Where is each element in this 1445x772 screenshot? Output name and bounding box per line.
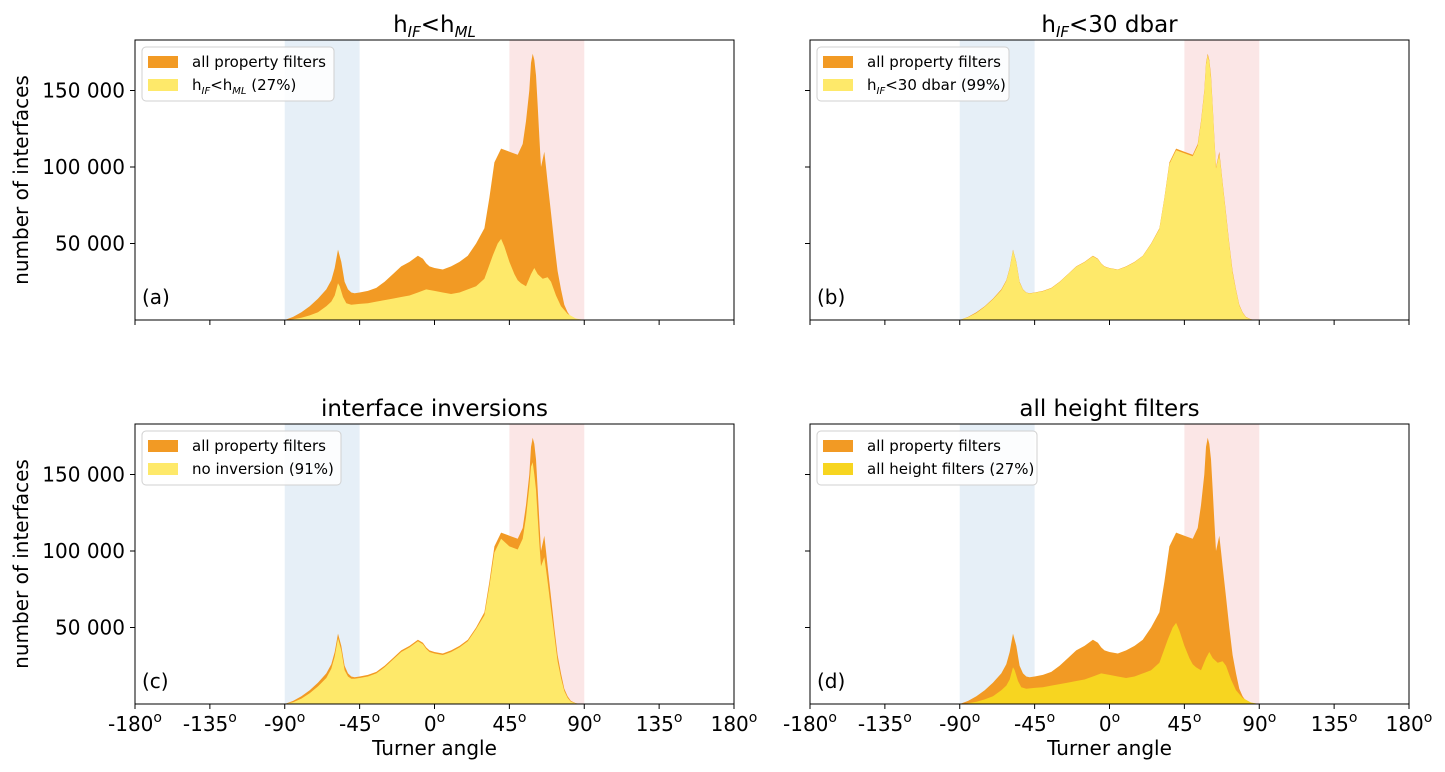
legend-label: all property filters xyxy=(192,53,326,71)
legend-label: all property filters xyxy=(867,437,1001,455)
x-tick-label: -180o xyxy=(108,710,162,736)
y-tick-label: 150 000 xyxy=(42,462,125,486)
panel-b: hIF<30 dbar (b) all property filters hIF<30… xyxy=(805,12,1410,325)
panel-title: interface inversions xyxy=(321,396,548,422)
y-tick-label: 100 000 xyxy=(42,539,125,563)
series-all-property-filters xyxy=(959,437,1260,704)
panel-letter: (c) xyxy=(142,669,169,693)
series-subset xyxy=(959,622,1260,704)
legend-label: no inversion (91%) xyxy=(192,460,334,478)
x-tick-label: -90o xyxy=(939,710,980,736)
panel-title: hIF<hML xyxy=(393,12,476,41)
panel-a: 50 000 100 000 150 000 hIF<hML (a) number of … xyxy=(9,12,735,325)
x-tick-label: -45o xyxy=(339,710,380,736)
series-subset xyxy=(959,55,1260,321)
x-tick-label: 0o xyxy=(424,710,445,736)
x-tick-label: 0o xyxy=(1099,710,1120,736)
panel-title: hIF<30 dbar xyxy=(1041,12,1178,41)
x-tick-label: 45o xyxy=(492,710,526,736)
y-tick-label: 100 000 xyxy=(42,155,125,179)
legend-box xyxy=(816,46,1010,102)
panel-letter: (b) xyxy=(817,285,845,309)
panel-title: all height filters xyxy=(1019,396,1199,422)
x-tick-label: -135o xyxy=(183,710,237,736)
x-tick-label: 180o xyxy=(1386,710,1433,736)
x-tick-label: 90o xyxy=(567,710,601,736)
y-axis-label: number of interfaces xyxy=(9,75,33,285)
legend-swatch-all-property-filters xyxy=(823,440,853,452)
x-axis-label: Turner angle xyxy=(371,736,497,760)
series-all-property-filters xyxy=(284,53,585,321)
panel-letter: (a) xyxy=(142,285,170,309)
y-tick-label: 50 000 xyxy=(55,615,125,639)
y-tick-label: 150 000 xyxy=(42,78,125,102)
legend: all property filters hIF<30 dbar (99%) xyxy=(816,46,1010,102)
legend-label: hIF<30 dbar (99%) xyxy=(867,76,1006,97)
legend-label: all height filters (27%) xyxy=(867,460,1034,478)
x-tick-label: -135o xyxy=(858,710,912,736)
panel-d: -180o -135o -90o -45o 0o 45o 90o 135o 180o all he… xyxy=(783,396,1432,760)
series-subset xyxy=(284,238,585,320)
panel-letter: (d) xyxy=(817,669,845,693)
x-axis-label: Turner angle xyxy=(1046,736,1172,760)
legend-swatch-all-property-filters xyxy=(148,56,178,68)
legend-swatch-all-property-filters xyxy=(823,56,853,68)
legend: all property filters hIF<hML (27%) xyxy=(141,46,335,102)
legend-swatch-subset xyxy=(823,79,853,91)
legend-swatch-subset xyxy=(148,79,178,91)
legend-swatch-subset xyxy=(823,463,853,475)
x-tick-label: -180o xyxy=(783,710,837,736)
legend-box xyxy=(141,430,342,486)
x-tick-label: -90o xyxy=(264,710,305,736)
x-tick-label: 135o xyxy=(1311,710,1358,736)
x-tick-label: 180o xyxy=(711,710,758,736)
x-tick-label: 90o xyxy=(1242,710,1276,736)
legend-label: all property filters xyxy=(192,437,326,455)
series-subset xyxy=(284,462,585,704)
x-tick-label: 135o xyxy=(636,710,683,736)
legend-box xyxy=(816,430,1038,486)
legend-label: hIF<hML (27%) xyxy=(192,76,296,97)
legend: all property filters all height filters (… xyxy=(816,430,1038,486)
y-axis-label: number of interfaces xyxy=(9,459,33,669)
panel-c: -180o -135o -90o -45o 0o 45o 90o 135o 180o 50 000… xyxy=(9,396,757,760)
y-tick-label: 50 000 xyxy=(55,231,125,255)
legend-swatch-subset xyxy=(148,463,178,475)
legend-label: all property filters xyxy=(867,53,1001,71)
x-tick-label: -45o xyxy=(1014,710,1055,736)
legend-swatch-all-property-filters xyxy=(148,440,178,452)
legend: all property filters no inversion (91%) xyxy=(141,430,342,486)
legend-box xyxy=(141,46,335,102)
x-tick-label: 45o xyxy=(1167,710,1201,736)
